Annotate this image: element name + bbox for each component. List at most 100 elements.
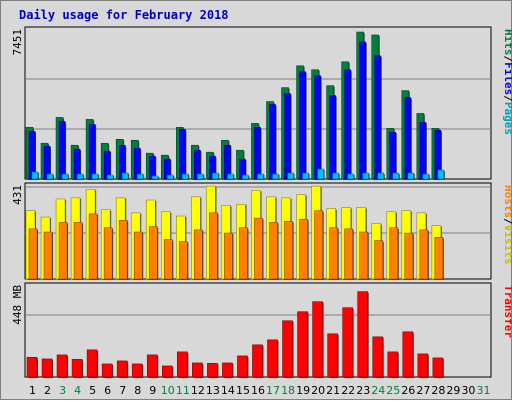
x-tick-label: 28 bbox=[431, 384, 445, 397]
x-tick-label: 16 bbox=[251, 384, 265, 397]
chart-title: Daily usage for February 2018 bbox=[19, 8, 229, 22]
bar-transfer bbox=[41, 358, 54, 378]
legend-hits-files-pages: Hits/Files/Pages bbox=[502, 29, 512, 135]
y-max-label: 448 MB bbox=[11, 285, 24, 325]
x-tick-label: 23 bbox=[356, 384, 370, 397]
bar-pages bbox=[106, 174, 115, 180]
x-tick-label: 6 bbox=[104, 384, 111, 397]
bar-files bbox=[359, 41, 367, 180]
bar-hosts bbox=[224, 232, 234, 280]
bar-pages bbox=[91, 173, 100, 180]
bar-hosts bbox=[254, 217, 264, 280]
bar-hosts bbox=[133, 231, 144, 280]
x-tick-label: 4 bbox=[74, 384, 81, 397]
bar-pages bbox=[332, 172, 340, 180]
bar-pages bbox=[302, 172, 310, 180]
x-tick-label: 24 bbox=[371, 384, 385, 397]
bar-pages bbox=[227, 173, 235, 180]
bar-files bbox=[284, 93, 292, 180]
bar-hosts bbox=[344, 228, 354, 280]
bar-hosts bbox=[269, 222, 279, 280]
bar-transfer bbox=[357, 291, 369, 378]
y-max-label: 431 bbox=[11, 185, 24, 205]
bar-pages bbox=[437, 169, 445, 180]
bar-transfer bbox=[116, 360, 129, 378]
bar-transfer bbox=[222, 362, 234, 378]
bar-files bbox=[179, 129, 187, 180]
bar-pages bbox=[407, 172, 415, 180]
bar-files bbox=[344, 69, 352, 180]
x-tick-label: 12 bbox=[191, 384, 205, 397]
bar-transfer bbox=[432, 357, 444, 378]
bar-transfer bbox=[402, 331, 414, 378]
x-tick-label: 26 bbox=[401, 384, 415, 397]
x-tick-label: 10 bbox=[161, 384, 175, 397]
bar-files bbox=[299, 71, 307, 180]
y-max-label: 7451 bbox=[11, 29, 24, 56]
bar-pages bbox=[272, 173, 280, 180]
bar-files bbox=[269, 104, 277, 180]
bar-pages bbox=[31, 171, 39, 180]
bar-files bbox=[404, 97, 412, 180]
bar-pages bbox=[212, 172, 220, 180]
bar-files bbox=[58, 121, 67, 180]
bar-hosts bbox=[58, 222, 69, 280]
legend-visits-hosts: Hosts/Visits bbox=[502, 185, 512, 265]
bar-transfer bbox=[207, 363, 219, 378]
bar-hosts bbox=[194, 229, 204, 280]
bar-transfer bbox=[146, 354, 159, 378]
bar-transfer bbox=[327, 333, 339, 378]
bar-pages bbox=[257, 173, 265, 180]
x-tick-label: 19 bbox=[296, 384, 310, 397]
bar-pages bbox=[46, 173, 55, 180]
bar-hosts bbox=[73, 222, 84, 280]
bar-hosts bbox=[374, 240, 384, 280]
bar-hosts bbox=[419, 229, 429, 280]
bar-transfer bbox=[56, 354, 69, 378]
bar-hosts bbox=[314, 210, 324, 280]
bar-hosts bbox=[28, 228, 38, 280]
x-tick-label: 8 bbox=[134, 384, 141, 397]
legend-entry: Transfer bbox=[502, 285, 512, 338]
bar-transfer bbox=[26, 357, 38, 378]
bar-hosts bbox=[88, 213, 99, 280]
bar-transfer bbox=[86, 349, 99, 378]
bar-hosts bbox=[299, 218, 309, 280]
x-tick-label: 22 bbox=[341, 384, 355, 397]
bar-hosts bbox=[284, 221, 294, 280]
bar-hosts bbox=[239, 227, 249, 280]
x-tick-label: 31 bbox=[476, 384, 490, 397]
bar-transfer bbox=[372, 336, 384, 378]
bar-transfer bbox=[252, 344, 264, 378]
bar-files bbox=[419, 122, 427, 180]
x-tick-label: 14 bbox=[221, 384, 235, 397]
bar-hosts bbox=[163, 239, 174, 280]
x-tick-label: 20 bbox=[311, 384, 325, 397]
bar-hosts bbox=[359, 231, 369, 280]
x-tick-label: 1 bbox=[29, 384, 36, 397]
bar-hosts bbox=[389, 227, 399, 280]
bar-transfer bbox=[101, 363, 114, 378]
bar-files bbox=[374, 55, 382, 181]
x-tick-label: 17 bbox=[266, 384, 280, 397]
bar-pages bbox=[242, 174, 250, 180]
x-tick-label: 13 bbox=[206, 384, 220, 397]
bar-hosts bbox=[148, 226, 159, 280]
bar-files bbox=[88, 124, 97, 180]
bar-transfer bbox=[267, 339, 279, 378]
bar-hosts bbox=[329, 227, 339, 280]
bar-pages bbox=[392, 172, 400, 180]
x-tick-label: 5 bbox=[89, 384, 96, 397]
bar-hosts bbox=[103, 227, 114, 280]
legend-entry: Files bbox=[502, 62, 512, 95]
bar-transfer bbox=[312, 301, 324, 378]
x-tick-label: 27 bbox=[416, 384, 430, 397]
legend-transfer: Transfer bbox=[502, 285, 512, 338]
legend-entry: Visits bbox=[502, 225, 512, 265]
bar-pages bbox=[76, 173, 85, 180]
x-tick-label: 2 bbox=[44, 384, 51, 397]
x-tick-label: 15 bbox=[236, 384, 250, 397]
bar-pages bbox=[136, 173, 145, 180]
bar-pages bbox=[362, 172, 370, 180]
